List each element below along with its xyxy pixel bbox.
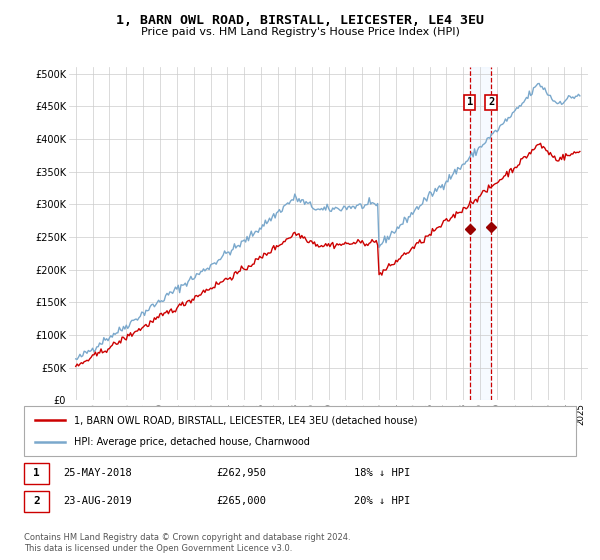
Text: 1: 1: [33, 468, 40, 478]
Bar: [470, 67, 491, 400]
Text: 1, BARN OWL ROAD, BIRSTALL, LEICESTER, LE4 3EU: 1, BARN OWL ROAD, BIRSTALL, LEICESTER, L…: [116, 14, 484, 27]
Text: 1: 1: [467, 97, 473, 107]
Text: 2: 2: [33, 496, 40, 506]
Text: HPI: Average price, detached house, Charnwood: HPI: Average price, detached house, Char…: [74, 437, 310, 447]
Text: 23-AUG-2019: 23-AUG-2019: [63, 496, 132, 506]
Text: Price paid vs. HM Land Registry's House Price Index (HPI): Price paid vs. HM Land Registry's House …: [140, 27, 460, 37]
Text: 25-MAY-2018: 25-MAY-2018: [63, 468, 132, 478]
Text: 1, BARN OWL ROAD, BIRSTALL, LEICESTER, LE4 3EU (detached house): 1, BARN OWL ROAD, BIRSTALL, LEICESTER, L…: [74, 415, 418, 425]
Text: 2: 2: [488, 97, 494, 107]
Text: 20% ↓ HPI: 20% ↓ HPI: [354, 496, 410, 506]
Text: 18% ↓ HPI: 18% ↓ HPI: [354, 468, 410, 478]
Text: £265,000: £265,000: [216, 496, 266, 506]
Text: £262,950: £262,950: [216, 468, 266, 478]
Text: Contains HM Land Registry data © Crown copyright and database right 2024.
This d: Contains HM Land Registry data © Crown c…: [24, 533, 350, 553]
